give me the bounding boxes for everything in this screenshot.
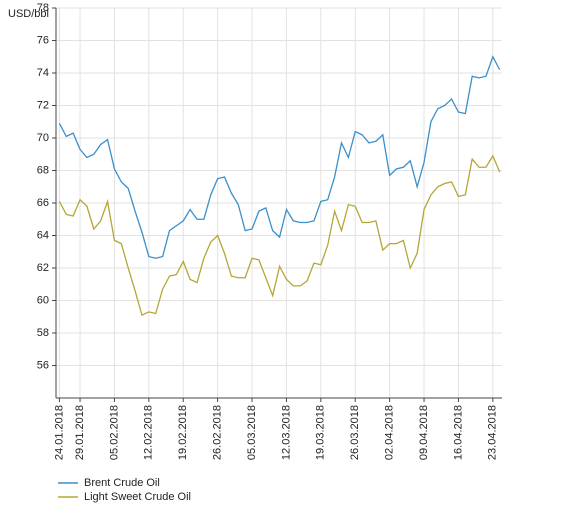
y-tick-label: 70: [37, 132, 49, 144]
y-tick-label: 56: [37, 359, 49, 371]
x-tick-label: 05.03.2018: [246, 405, 258, 460]
x-tick-label: 09.04.2018: [418, 405, 430, 460]
y-tick-label: 76: [37, 34, 49, 46]
y-tick-label: 68: [37, 164, 49, 176]
x-tick-label: 29.01.2018: [74, 405, 86, 460]
y-tick-label: 64: [37, 229, 49, 241]
x-tick-label: 02.04.2018: [384, 405, 396, 460]
y-tick-label: 62: [37, 262, 49, 274]
y-axis-title: USD/bbl: [8, 8, 49, 20]
y-tick-label: 60: [37, 294, 49, 306]
y-tick-label: 72: [37, 99, 49, 111]
x-tick-label: 12.02.2018: [143, 405, 155, 460]
x-tick-label: 26.03.2018: [349, 405, 361, 460]
x-tick-label: 26.02.2018: [212, 405, 224, 460]
x-tick-label: 19.03.2018: [315, 405, 327, 460]
y-tick-label: 66: [37, 197, 49, 209]
x-tick-label: 05.02.2018: [108, 405, 120, 460]
legend-label: Brent Crude Oil: [84, 477, 160, 489]
series-line: [58, 55, 501, 259]
series-line: [58, 154, 501, 317]
x-tick-label: 19.02.2018: [177, 405, 189, 460]
x-tick-label: 16.04.2018: [452, 405, 464, 460]
y-tick-label: 58: [37, 327, 49, 339]
x-tick-label: 23.04.2018: [487, 405, 499, 460]
legend-label: Light Sweet Crude Oil: [84, 491, 191, 503]
x-tick-label: 12.03.2018: [280, 405, 292, 460]
y-tick-label: 74: [37, 67, 49, 79]
y-tick-label: 78: [37, 2, 49, 14]
x-tick-label: 24.01.2018: [53, 405, 65, 460]
